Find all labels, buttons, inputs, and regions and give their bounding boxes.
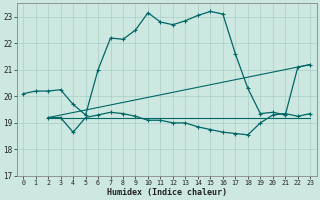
X-axis label: Humidex (Indice chaleur): Humidex (Indice chaleur)	[107, 188, 227, 197]
